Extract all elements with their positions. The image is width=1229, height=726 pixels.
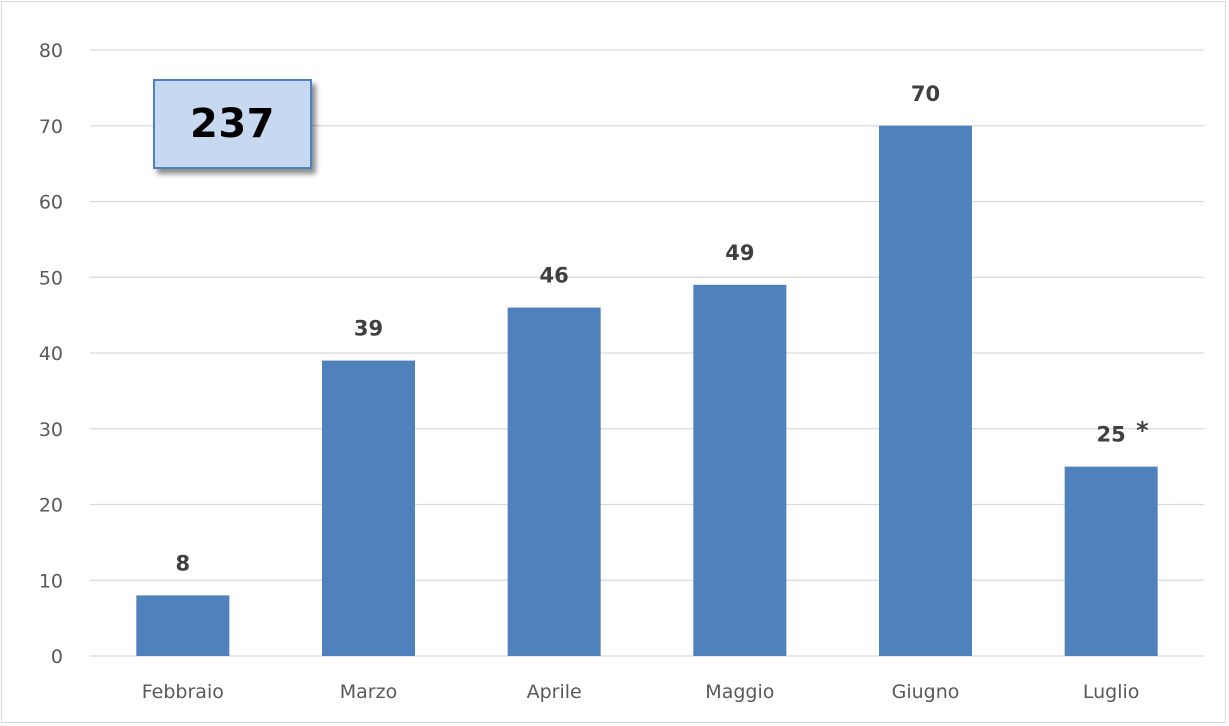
y-tick-label: 0 — [51, 646, 63, 668]
x-tick-label: Luglio — [1083, 681, 1140, 703]
x-axis-ticks: Febbraio Marzo Aprile Maggio Giugno Luglio — [142, 681, 1140, 703]
bars — [136, 125, 1158, 656]
y-tick-label: 50 — [39, 267, 63, 289]
y-axis-ticks: 0 10 20 30 40 50 60 70 80 — [39, 40, 63, 668]
y-tick-label: 40 — [39, 343, 63, 365]
y-tick-label: 80 — [39, 40, 63, 62]
data-label: 39 — [354, 317, 383, 341]
bar — [322, 360, 415, 656]
y-tick-label: 60 — [39, 192, 63, 214]
y-tick-label: 10 — [39, 570, 63, 592]
x-tick-label: Marzo — [340, 681, 397, 703]
total-value: 237 — [190, 101, 275, 147]
y-tick-label: 20 — [39, 495, 63, 517]
bar — [507, 307, 601, 656]
data-label: 70 — [911, 82, 940, 106]
total-callout-box: 237 — [153, 79, 312, 169]
bar — [1064, 466, 1158, 656]
y-tick-label: 70 — [39, 116, 63, 138]
data-label: 49 — [725, 241, 754, 265]
data-label: 25 — [1097, 423, 1126, 447]
x-tick-label: Maggio — [705, 681, 774, 703]
x-tick-label: Febbraio — [142, 681, 224, 703]
data-label: 46 — [540, 264, 569, 288]
x-tick-label: Aprile — [527, 681, 582, 703]
y-tick-label: 30 — [39, 419, 63, 441]
bar — [693, 284, 787, 656]
data-label: 8 — [176, 551, 191, 575]
x-tick-label: Giugno — [892, 681, 960, 703]
gridlines — [90, 49, 1204, 657]
bar — [879, 125, 972, 656]
footnote-marker: * — [1136, 417, 1149, 445]
bar — [136, 595, 230, 656]
data-labels: 8 39 46 49 70 25 * — [176, 82, 1150, 576]
